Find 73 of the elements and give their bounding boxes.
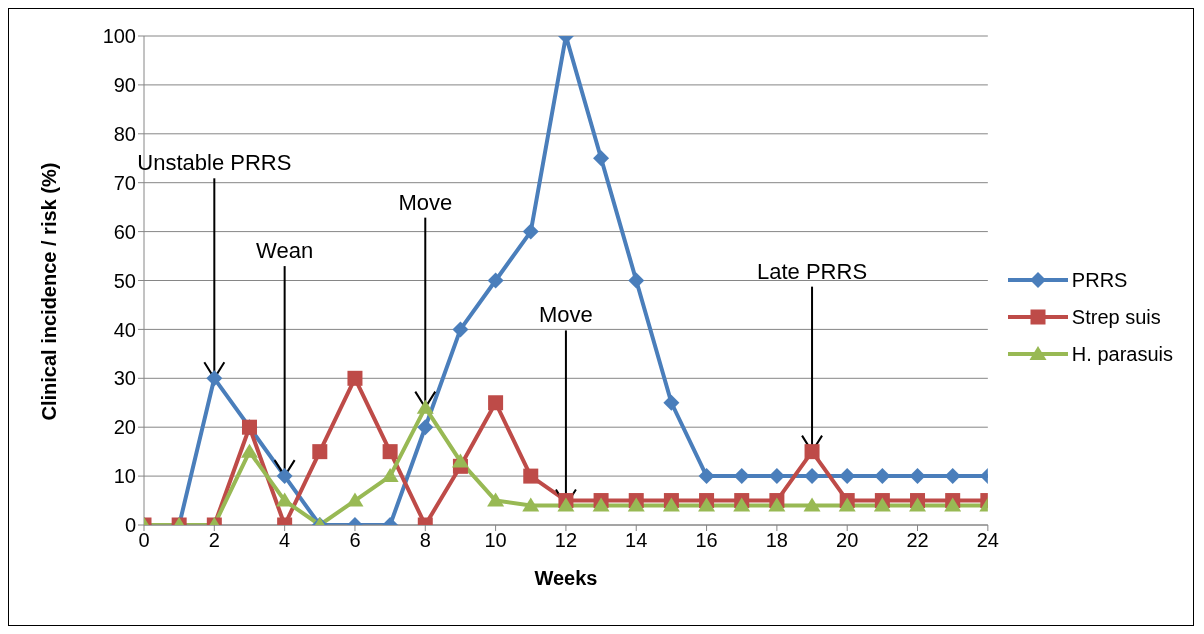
point [382, 444, 398, 460]
point [593, 150, 610, 167]
y-tick-label: 0 [124, 514, 136, 537]
point [346, 492, 364, 507]
point [944, 468, 961, 485]
point [276, 468, 293, 485]
y-tick-label: 70 [113, 171, 136, 194]
point [451, 453, 469, 468]
point [627, 497, 645, 512]
x-tick-label: 2 [208, 529, 220, 552]
point [416, 399, 434, 414]
point [768, 497, 786, 512]
point [487, 272, 504, 289]
point [662, 497, 680, 512]
point [803, 497, 821, 512]
point [804, 444, 820, 460]
point [347, 370, 363, 386]
point [663, 394, 680, 411]
annotation: Move [539, 302, 593, 328]
x-tick-label: 18 [765, 529, 789, 552]
legend-label: Strep suis [1071, 305, 1161, 329]
x-tick-label: 20 [836, 529, 859, 552]
y-tick-label: 10 [113, 465, 136, 488]
x-tick-label: 12 [554, 529, 578, 552]
y-tick-label: 100 [102, 25, 136, 48]
point [628, 272, 645, 289]
point [206, 370, 223, 387]
x-tick-label: 24 [976, 529, 999, 552]
annotation: Late PRRS [757, 258, 868, 284]
point [487, 492, 505, 507]
point [312, 444, 328, 460]
y-tick-label: 60 [113, 220, 136, 243]
point [909, 497, 927, 512]
x-tick-label: 8 [419, 529, 431, 552]
point [523, 468, 539, 484]
y-tick-label: 20 [113, 416, 136, 439]
point [522, 497, 540, 512]
point [557, 497, 575, 512]
y-tick-label: 30 [113, 367, 136, 390]
point [909, 468, 926, 485]
point [240, 443, 258, 458]
point [488, 395, 504, 411]
point [838, 497, 856, 512]
legend-label: H. parasuis [1071, 342, 1173, 366]
point [733, 497, 751, 512]
point [592, 497, 610, 512]
annotation: Wean [256, 238, 314, 264]
legend-label: PRRS [1071, 268, 1128, 292]
y-tick-label: 50 [113, 269, 136, 292]
point [452, 321, 469, 338]
x-axis-title: Weeks [534, 567, 598, 589]
y-tick-label: 90 [113, 74, 136, 96]
point [698, 497, 716, 512]
y-tick-label: 80 [113, 122, 136, 145]
annotation: Move [398, 189, 453, 215]
y-tick-label: 40 [113, 318, 136, 341]
x-tick-label: 6 [349, 529, 361, 552]
point [733, 468, 750, 485]
point [874, 468, 891, 485]
annotation: Unstable PRRS [137, 150, 292, 176]
point [698, 468, 715, 485]
point [873, 497, 891, 512]
x-tick-label: 14 [625, 529, 648, 552]
x-tick-label: 22 [906, 529, 929, 552]
y-axis-title: Clinical incidence / risk (%) [38, 162, 61, 421]
point [522, 223, 539, 240]
x-tick-label: 0 [138, 529, 150, 552]
point [944, 497, 962, 512]
x-tick-label: 4 [279, 529, 291, 552]
point [381, 468, 399, 483]
point [417, 419, 434, 436]
x-tick-label: 16 [695, 529, 718, 552]
x-tick-label: 10 [484, 529, 507, 552]
